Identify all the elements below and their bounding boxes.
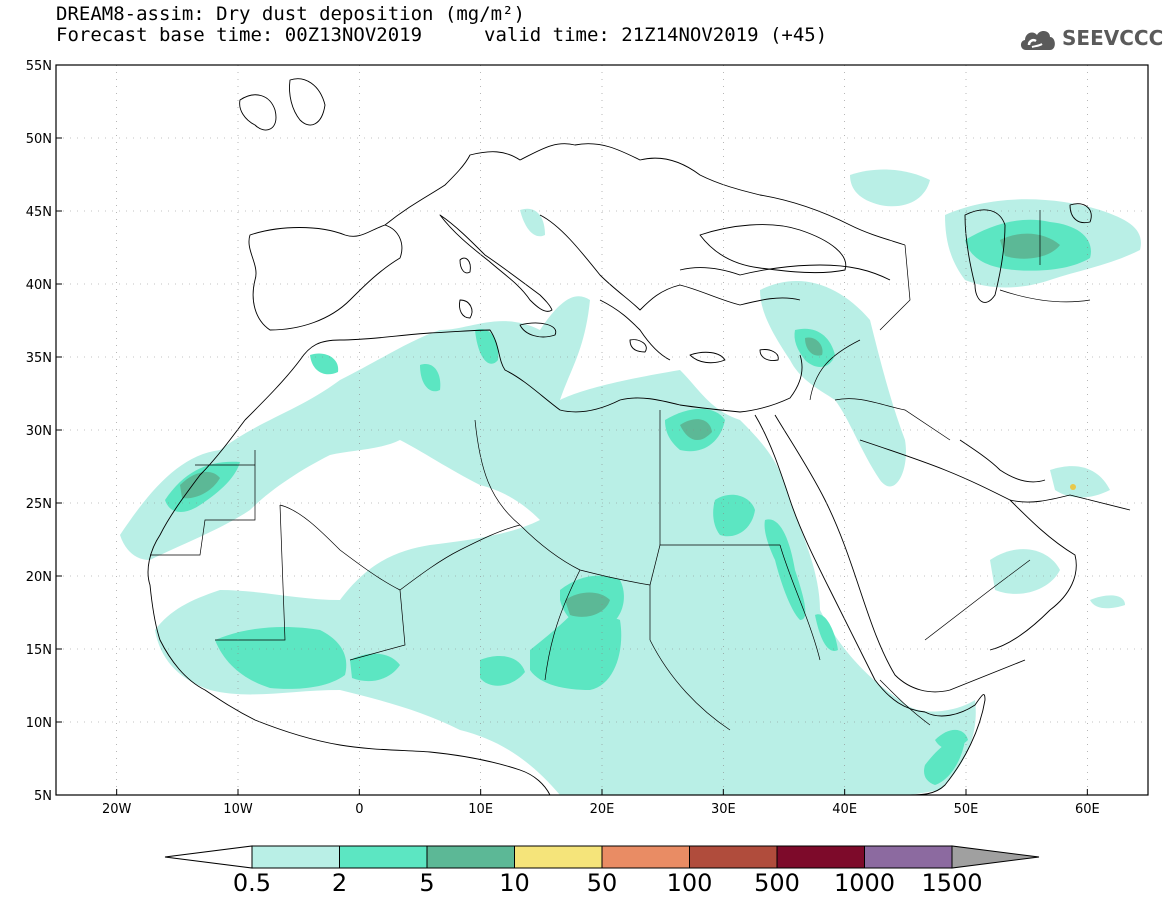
lon-label: 0 <box>355 802 363 817</box>
lon-label: 60E <box>1075 802 1100 817</box>
colorbar-box <box>689 845 778 869</box>
forecast-base-time: Forecast base time: 00Z13NOV2019 <box>56 24 423 46</box>
colorbar-label: 5 <box>419 869 434 897</box>
lat-label: 40N <box>26 278 52 293</box>
lat-label: 25N <box>26 497 52 512</box>
colorbar-label: 500 <box>754 869 800 897</box>
lat-label: 20N <box>26 570 52 585</box>
colorbar-min-arrow <box>164 845 253 869</box>
lon-label: 10E <box>468 802 493 817</box>
colorbar-box <box>776 845 865 869</box>
dust-dark-areas <box>180 233 1060 617</box>
graticule <box>56 65 1148 795</box>
lat-label: 45N <box>26 205 52 220</box>
colorbar-box <box>601 845 690 869</box>
lat-label: 30N <box>26 424 52 439</box>
colorbar-label: 2 <box>332 869 347 897</box>
colorbar-label: 0.5 <box>233 869 271 897</box>
logo-text: SEEVCCC <box>1062 26 1164 50</box>
lon-label: 20W <box>102 802 132 817</box>
seevccc-logo: SEEVCCC <box>1018 22 1163 56</box>
cloud-icon <box>1020 31 1055 50</box>
lat-label: 10N <box>26 716 52 731</box>
colorbar-label: 1500 <box>921 869 982 897</box>
colorbar-box <box>864 845 953 869</box>
lat-label: 50N <box>26 132 52 147</box>
colorbar-box <box>426 845 515 869</box>
dust-darkest-areas <box>1070 484 1076 490</box>
political-borders <box>150 210 1091 731</box>
coastlines <box>147 78 1131 795</box>
map-content <box>56 65 1148 795</box>
colorbar-label: 10 <box>499 869 530 897</box>
valid-time: valid time: 21Z14NOV2019 (+45) <box>484 24 828 46</box>
dust-medium-areas <box>165 219 1091 785</box>
lon-label: 40E <box>832 802 857 817</box>
latitude-labels: 55N 50N 45N 40N 35N 30N 25N 20N 15N 10N 5N <box>26 59 62 804</box>
colorbar-box <box>251 845 340 869</box>
lon-label: 20E <box>590 802 615 817</box>
lat-label: 15N <box>26 643 52 658</box>
colorbar-label: 1000 <box>834 869 895 897</box>
colorbar-max-arrow <box>951 845 1040 869</box>
longitude-labels: 20W 10W 0 10E 20E 30E 40E 50E 60E <box>102 789 1100 817</box>
lon-label: 50E <box>954 802 979 817</box>
colorbar-label: 100 <box>667 869 713 897</box>
lat-label: 55N <box>26 59 52 74</box>
lat-label: 5N <box>34 789 52 804</box>
lat-label: 35N <box>26 351 52 366</box>
colorbar-label: 50 <box>587 869 618 897</box>
lon-label: 10W <box>223 802 253 817</box>
colorbar-box <box>514 845 603 869</box>
map-title: DREAM8-assim: Dry dust deposition (mg/m²… <box>56 3 525 25</box>
colorbar: 0.5 2 5 10 50 100 500 1000 1500 <box>164 845 1040 897</box>
colorbar-box <box>339 845 428 869</box>
lon-label: 30E <box>711 802 736 817</box>
